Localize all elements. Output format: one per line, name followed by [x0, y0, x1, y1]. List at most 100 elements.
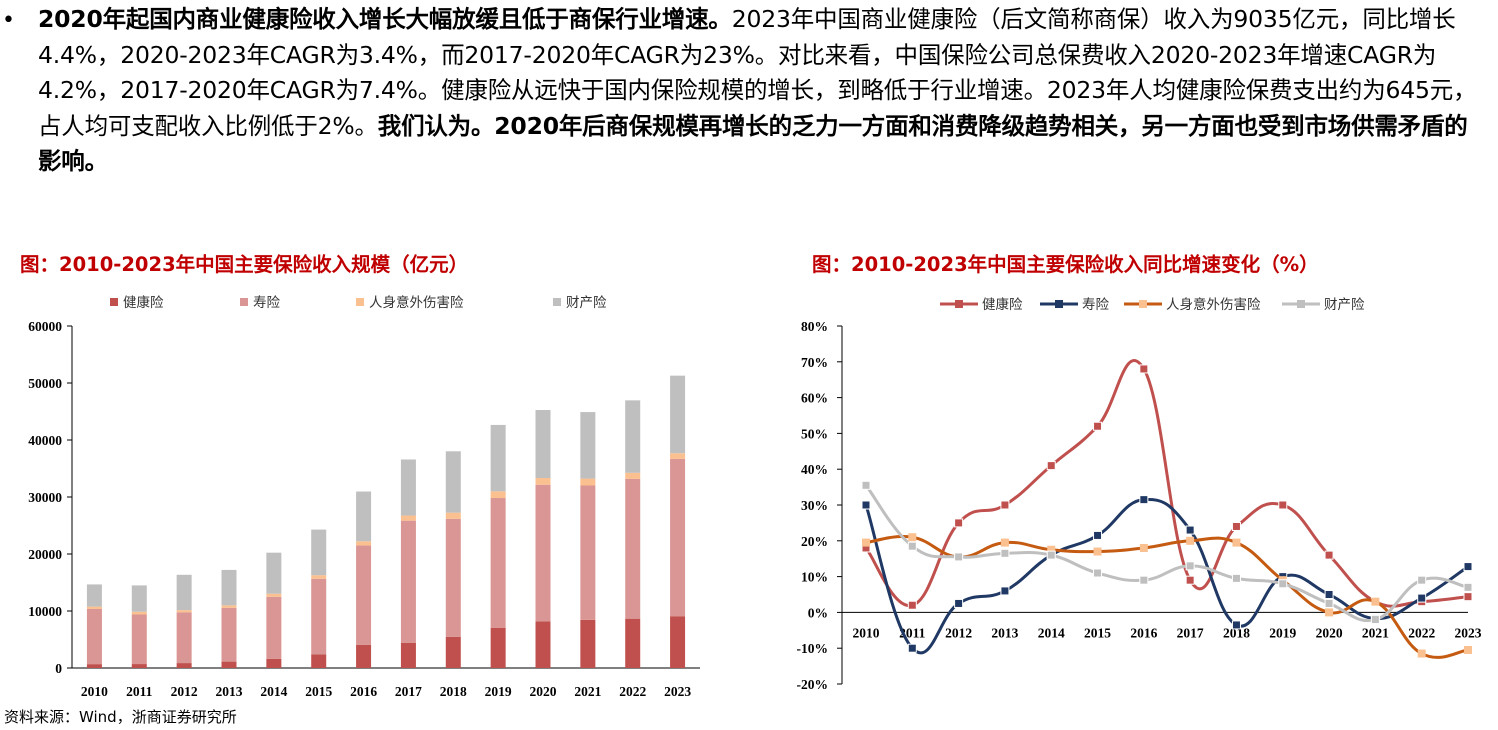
bar-x-tick-label: 2022: [619, 684, 646, 699]
bar-segment-accident: [311, 575, 327, 579]
line-point-life: [1185, 525, 1195, 535]
line-point-accident: [1371, 597, 1380, 606]
bar-x-tick-label: 2023: [664, 684, 691, 699]
bar-x-tick-label: 2011: [126, 684, 153, 699]
line-point-accident: [862, 538, 870, 547]
line-point-accident: [1093, 547, 1102, 556]
bar-segment-accident: [266, 593, 282, 597]
line-series-health: [864, 359, 1469, 608]
bar-segment-property: [86, 584, 102, 607]
bar-segment-health: [580, 619, 596, 668]
line-point-property: [1000, 548, 1010, 558]
bar-segment-life: [580, 485, 596, 620]
bar-x-tick-label: 2017: [395, 684, 422, 699]
line-point-accident: [1417, 649, 1426, 658]
bar-y-tick-label: 40000: [28, 433, 62, 448]
bar-segment-property: [266, 552, 282, 594]
line-point-life: [861, 500, 871, 510]
line-point-health: [954, 518, 964, 528]
line-point-property: [1185, 561, 1195, 571]
line-legend-label: 寿险: [1082, 296, 1110, 313]
bar-y-tick-label: 50000: [28, 376, 62, 391]
bar-segment-accident: [670, 453, 686, 459]
line-point-property: [861, 480, 871, 490]
bar-segment-health: [86, 664, 102, 668]
bar-segment-accident: [221, 605, 237, 608]
bar-segment-property: [221, 569, 237, 606]
line-y-tick-label: 80%: [801, 319, 828, 334]
bar-x-tick-label: 2019: [485, 684, 512, 699]
bar-segment-life: [356, 545, 372, 645]
line-x-tick-label: 2023: [1455, 625, 1482, 640]
bar-segment-life: [86, 608, 102, 665]
line-point-health: [1463, 592, 1473, 602]
line-series-life: [864, 498, 1469, 655]
line-y-tick-label: -10%: [797, 641, 829, 656]
line-point-accident: [1139, 543, 1148, 552]
bar-legend-label: 寿险: [253, 294, 280, 311]
bar-segment-accident: [356, 541, 372, 546]
bar-y-tick-label: 60000: [28, 319, 62, 334]
line-point-life: [1417, 593, 1427, 603]
line-x-tick-label: 2020: [1316, 625, 1343, 640]
bar-y-tick-label: 10000: [28, 604, 62, 619]
line-point-property: [907, 541, 917, 551]
bar-legend-label: 健康险: [123, 294, 164, 311]
line-y-tick-label: 20%: [801, 534, 828, 549]
bar-x-tick-label: 2020: [530, 684, 557, 699]
line-point-life: [1231, 620, 1241, 630]
line-x-tick-label: 2022: [1408, 625, 1435, 640]
line-point-property: [1093, 568, 1103, 578]
bar-segment-accident: [490, 491, 506, 499]
bar-y-tick-label: 30000: [28, 490, 62, 505]
bar-segment-property: [535, 410, 551, 479]
bar-segment-property: [176, 574, 192, 611]
bar-segment-health: [266, 658, 282, 668]
line-point-health: [1185, 575, 1195, 585]
bar-segment-property: [445, 451, 461, 513]
bar-segment-health: [356, 644, 372, 668]
bar-segment-accident: [400, 515, 416, 521]
bar-x-tick-label: 2015: [305, 684, 332, 699]
source-note: 资料来源：Wind，浙商证券研究所: [4, 708, 237, 726]
line-point-accident: [1000, 538, 1009, 547]
bar-segment-accident: [176, 610, 192, 613]
line-point-health: [1000, 500, 1010, 510]
line-point-accident: [1047, 545, 1056, 554]
line-legend-marker: [1297, 300, 1305, 308]
bar-segment-health: [311, 654, 327, 668]
bar-segment-accident: [625, 472, 641, 479]
bar-segment-health: [221, 661, 237, 668]
bar-segment-accident: [580, 478, 596, 486]
paragraph-body: 2023年中国商业健康险（后文简称商保）收入为9035亿元，同比增长4.4%，2…: [38, 5, 1477, 140]
line-y-tick-label: -20%: [797, 677, 829, 692]
line-x-tick-label: 2017: [1177, 625, 1204, 640]
line-point-life: [1139, 495, 1149, 505]
line-point-property: [1046, 550, 1056, 560]
bar-segment-property: [400, 459, 416, 516]
bar-segment-health: [400, 642, 416, 668]
line-x-tick-label: 2021: [1362, 625, 1389, 640]
line-y-tick-label: 30%: [801, 498, 828, 513]
line-x-tick-label: 2013: [991, 625, 1018, 640]
line-point-accident: [1186, 536, 1195, 545]
line-legend-marker: [955, 300, 963, 308]
bar-segment-life: [670, 458, 686, 617]
line-y-tick-label: 50%: [801, 426, 828, 441]
bar-segment-property: [670, 375, 686, 454]
line-y-tick-label: 10%: [801, 570, 828, 585]
line-y-tick-label: 40%: [801, 462, 828, 477]
bar-x-tick-label: 2021: [574, 684, 601, 699]
bar-y-tick-label: 0: [55, 661, 62, 676]
bar-segment-life: [311, 578, 327, 655]
bar-legend-label: 人身意外伤害险: [369, 294, 464, 311]
line-point-property: [954, 552, 964, 562]
bar-segment-life: [221, 607, 237, 662]
line-legend-marker: [1139, 300, 1147, 308]
left-chart-title: 图：2010-2023年中国主要保险收入规模（亿元）: [20, 253, 469, 276]
line-legend-marker: [1055, 300, 1063, 308]
line-point-health: [1324, 550, 1334, 560]
paragraph-text: 2020年起国内商业健康险收入增长大幅放缓且低于商保行业增速。2023年中国商业…: [38, 2, 1488, 180]
line-legend-label: 健康险: [982, 296, 1023, 313]
bar-segment-life: [131, 614, 147, 665]
